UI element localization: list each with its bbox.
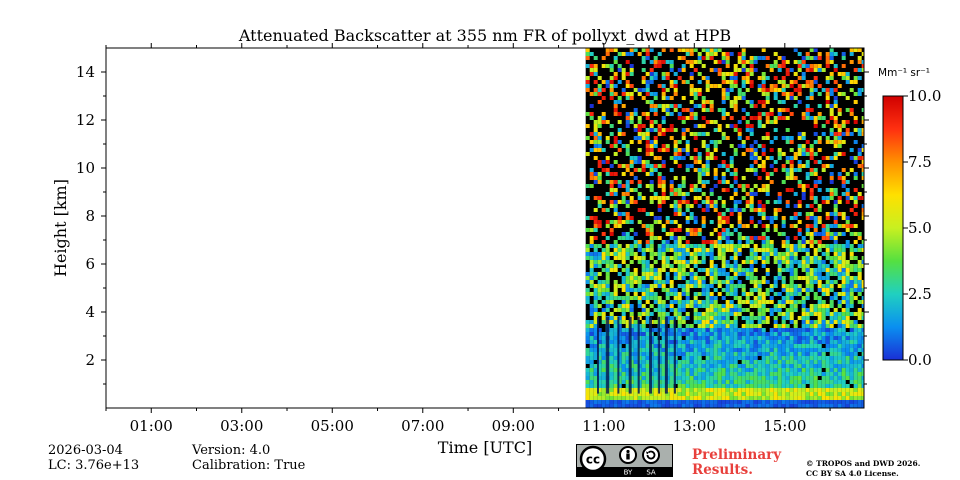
- heatmap-streak: [606, 316, 610, 394]
- y-tick-label: 2: [85, 351, 95, 369]
- sa-text: SA: [646, 469, 656, 477]
- plot-frame: [105, 47, 865, 409]
- x-tick-label: 15:00: [763, 417, 806, 435]
- x-axis-label: Time [UTC]: [438, 438, 532, 457]
- cc-license-logo: cc BY SA: [576, 444, 673, 477]
- heatmap-streak: [628, 316, 632, 394]
- info-left: 2026-03-04 LC: 3.76e+13: [48, 443, 139, 473]
- heatmap-streak: [664, 316, 668, 394]
- info-lc: LC: 3.76e+13: [48, 458, 140, 473]
- colorbar-tick-label: 10.0: [908, 87, 941, 105]
- y-tick-label: 6: [85, 255, 95, 273]
- cc-icon: [579, 445, 607, 473]
- info-calibration: Calibration: True: [192, 458, 306, 473]
- x-tick-label: 01:00: [130, 417, 173, 435]
- x-tick-label: 11:00: [582, 417, 625, 435]
- colorbar-tick-label: 5.0: [908, 219, 932, 237]
- heatmap-layer: [585, 48, 864, 408]
- heatmap-streak: [673, 316, 676, 394]
- info-right: Version: 4.0 Calibration: True: [192, 443, 305, 473]
- x-tick-label: 09:00: [492, 417, 535, 435]
- preliminary-notice: Preliminary Results.: [692, 448, 781, 478]
- y-tick-label: 8: [85, 207, 95, 225]
- info-version: Version: 4.0: [192, 443, 271, 458]
- colorbar: [882, 95, 904, 361]
- copyright-line2: CC BY SA 4.0 License.: [806, 469, 899, 478]
- preliminary-line2: Results.: [692, 462, 753, 478]
- y-tick-label: 12: [76, 111, 95, 129]
- heatmap-streak: [658, 316, 661, 394]
- x-axis-ticks: 01:00 03:00 05:00 07:00 09:00 11:00 13:00 15:00: [105, 43, 831, 435]
- copyright-line1: © TROPOS and DWD 2026.: [806, 459, 921, 468]
- y-axis-ticks: 2 4 6 8 10 12 14: [76, 63, 869, 385]
- x-tick-label: 05:00: [311, 417, 354, 435]
- copyright-notice: © TROPOS and DWD 2026. CC BY SA 4.0 Lice…: [806, 459, 920, 479]
- x-tick-label: 03:00: [220, 417, 263, 435]
- colorbar-tick-label: 0.0: [908, 351, 932, 369]
- heatmap-streak: [617, 316, 620, 394]
- x-tick-label: 13:00: [673, 417, 716, 435]
- y-axis-label: Height [km]: [51, 179, 70, 277]
- colorbar-unit-label: Mm⁻¹ sr⁻¹: [878, 67, 930, 79]
- heatmap-streak: [597, 316, 600, 394]
- y-tick-label: 4: [85, 303, 95, 321]
- sa-share-icon: [642, 446, 660, 464]
- info-date: 2026-03-04: [48, 443, 123, 458]
- y-tick-label: 10: [76, 159, 95, 177]
- cc-text: cc: [586, 453, 600, 467]
- heatmap-streak: [649, 316, 653, 394]
- preliminary-line1: Preliminary: [692, 447, 782, 463]
- chart-title: Attenuated Backscatter at 355 nm FR of p…: [238, 26, 731, 45]
- y-tick-label: 14: [76, 63, 95, 81]
- colorbar-tick-label: 7.5: [908, 153, 932, 171]
- heatmap-streak: [637, 316, 640, 394]
- colorbar-ticks: 0.0 2.5 5.0 7.5 10.0: [903, 87, 941, 369]
- x-tick-label: 07:00: [401, 417, 444, 435]
- colorbar-tick-label: 2.5: [908, 285, 932, 303]
- by-text: BY: [624, 469, 633, 477]
